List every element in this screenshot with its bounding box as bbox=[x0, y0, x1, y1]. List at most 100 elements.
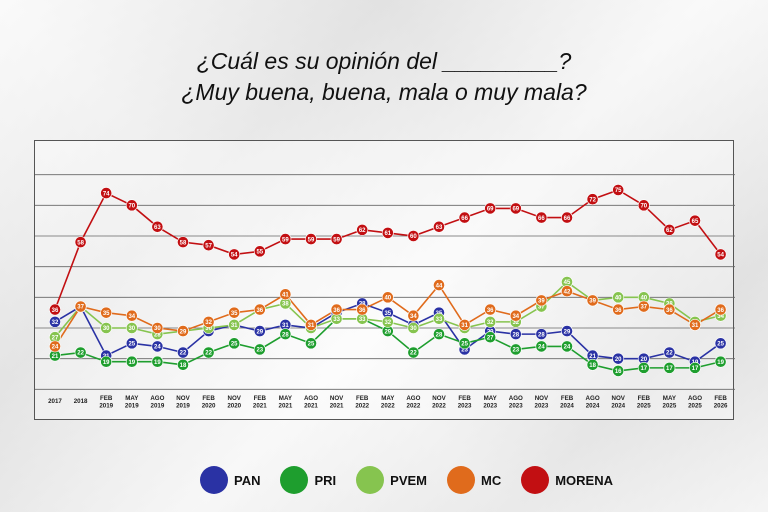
x-tick-label: AGO 2023 bbox=[509, 395, 523, 410]
data-point-morena bbox=[177, 236, 189, 249]
data-label-pvem: 33 bbox=[333, 317, 340, 323]
data-label-pan: 29 bbox=[256, 329, 263, 335]
data-label-pri: 21 bbox=[52, 354, 59, 360]
data-label-morena: 66 bbox=[538, 216, 545, 222]
data-label-pvem: 31 bbox=[231, 323, 238, 329]
data-label-mc: 34 bbox=[512, 314, 519, 320]
data-label-pvem: 30 bbox=[103, 326, 110, 332]
data-label-mc: 31 bbox=[692, 323, 699, 329]
data-point-pri bbox=[433, 328, 445, 341]
data-label-mc: 39 bbox=[538, 299, 545, 305]
data-label-pvem: 45 bbox=[564, 280, 571, 286]
data-label-mc: 37 bbox=[640, 305, 647, 311]
data-point-mc bbox=[561, 285, 573, 298]
data-label-morena: 61 bbox=[384, 231, 391, 237]
data-point-mc bbox=[74, 300, 87, 313]
data-point-pan bbox=[663, 346, 676, 359]
data-label-pri: 19 bbox=[154, 360, 161, 366]
data-point-morena bbox=[637, 199, 650, 212]
data-label-mc: 34 bbox=[128, 314, 135, 320]
data-label-pan: 25 bbox=[717, 342, 724, 348]
data-label-morena: 59 bbox=[333, 237, 340, 243]
data-point-morena bbox=[330, 233, 343, 245]
data-point-morena bbox=[612, 184, 625, 196]
data-label-pri: 25 bbox=[231, 342, 238, 348]
data-point-morena bbox=[663, 223, 676, 236]
legend-swatch bbox=[521, 466, 550, 494]
x-tick-label: MAY 2023 bbox=[483, 395, 497, 410]
x-tick-label: NOV 2023 bbox=[535, 395, 549, 410]
data-point-mc bbox=[458, 319, 471, 331]
data-label-mc: 36 bbox=[717, 308, 724, 314]
data-point-mc bbox=[305, 319, 317, 331]
legend-item-morena: MORENA bbox=[521, 466, 613, 494]
data-point-mc bbox=[407, 309, 420, 322]
data-point-morena bbox=[433, 220, 445, 233]
data-point-morena bbox=[381, 227, 394, 239]
data-label-morena: 75 bbox=[615, 188, 622, 194]
data-point-morena bbox=[151, 220, 164, 233]
data-label-pri: 23 bbox=[256, 348, 263, 354]
data-point-mc bbox=[586, 294, 599, 307]
data-point-pri bbox=[458, 337, 471, 350]
data-point-mc bbox=[637, 300, 650, 313]
legend-swatch bbox=[356, 466, 385, 494]
data-label-morena: 65 bbox=[692, 219, 699, 225]
data-label-mc: 31 bbox=[461, 323, 468, 329]
data-point-mc bbox=[125, 309, 138, 322]
x-tick-label: FEB 2020 bbox=[202, 395, 216, 410]
data-point-morena bbox=[253, 245, 266, 258]
data-point-morena bbox=[279, 233, 292, 245]
data-label-morena: 63 bbox=[154, 225, 161, 231]
data-point-mc bbox=[689, 319, 701, 331]
data-label-pvem: 40 bbox=[615, 296, 622, 302]
data-label-pri: 19 bbox=[128, 360, 135, 366]
data-point-mc bbox=[484, 303, 497, 316]
legend-swatch bbox=[447, 466, 475, 494]
data-point-mc bbox=[253, 303, 266, 316]
data-point-pan bbox=[253, 325, 266, 337]
data-point-pri bbox=[484, 331, 497, 344]
data-point-mc bbox=[151, 322, 164, 334]
data-point-pvem bbox=[381, 315, 394, 328]
data-point-morena bbox=[484, 202, 497, 215]
data-label-morena: 58 bbox=[180, 240, 187, 246]
data-label-pvem: 33 bbox=[436, 317, 443, 323]
x-tick-label: MAY 2022 bbox=[381, 395, 395, 410]
data-point-morena bbox=[74, 236, 87, 249]
data-label-mc: 41 bbox=[282, 292, 289, 298]
x-tick-label: FEB 2021 bbox=[253, 395, 267, 410]
x-tick-label: 2018 bbox=[74, 398, 88, 405]
data-point-mc bbox=[49, 340, 61, 353]
legend-label: MC bbox=[481, 472, 502, 488]
data-label-pri: 24 bbox=[538, 345, 545, 351]
data-label-mc: 39 bbox=[589, 299, 596, 305]
data-label-pan: 20 bbox=[615, 357, 622, 363]
data-label-pri: 28 bbox=[282, 332, 289, 338]
data-point-pri bbox=[509, 343, 522, 356]
data-point-morena bbox=[125, 199, 138, 212]
data-label-morena: 58 bbox=[77, 240, 84, 246]
legend-label: PAN bbox=[234, 472, 261, 488]
data-point-morena bbox=[586, 193, 599, 206]
x-tick-label: FEB 2019 bbox=[99, 395, 113, 410]
data-label-morena: 69 bbox=[512, 207, 519, 213]
legend-item-mc: MC bbox=[447, 466, 501, 494]
data-label-pri: 17 bbox=[666, 366, 673, 372]
data-point-mc bbox=[177, 325, 189, 337]
data-label-morena: 36 bbox=[52, 308, 59, 314]
data-label-pri: 17 bbox=[640, 366, 647, 372]
data-point-pri bbox=[279, 328, 292, 341]
legend-item-pvem: PVEM bbox=[356, 466, 427, 494]
data-point-mc bbox=[663, 303, 676, 316]
data-point-mc bbox=[714, 303, 727, 316]
data-label-pan: 35 bbox=[384, 311, 391, 317]
data-label-mc: 29 bbox=[180, 329, 187, 335]
data-point-pri bbox=[407, 346, 420, 359]
data-point-morena bbox=[100, 187, 113, 199]
x-tick-label: AGO 2024 bbox=[586, 395, 600, 410]
data-label-pri: 18 bbox=[180, 363, 187, 369]
legend-item-pri: PRI bbox=[280, 466, 336, 494]
data-point-morena bbox=[202, 239, 215, 252]
